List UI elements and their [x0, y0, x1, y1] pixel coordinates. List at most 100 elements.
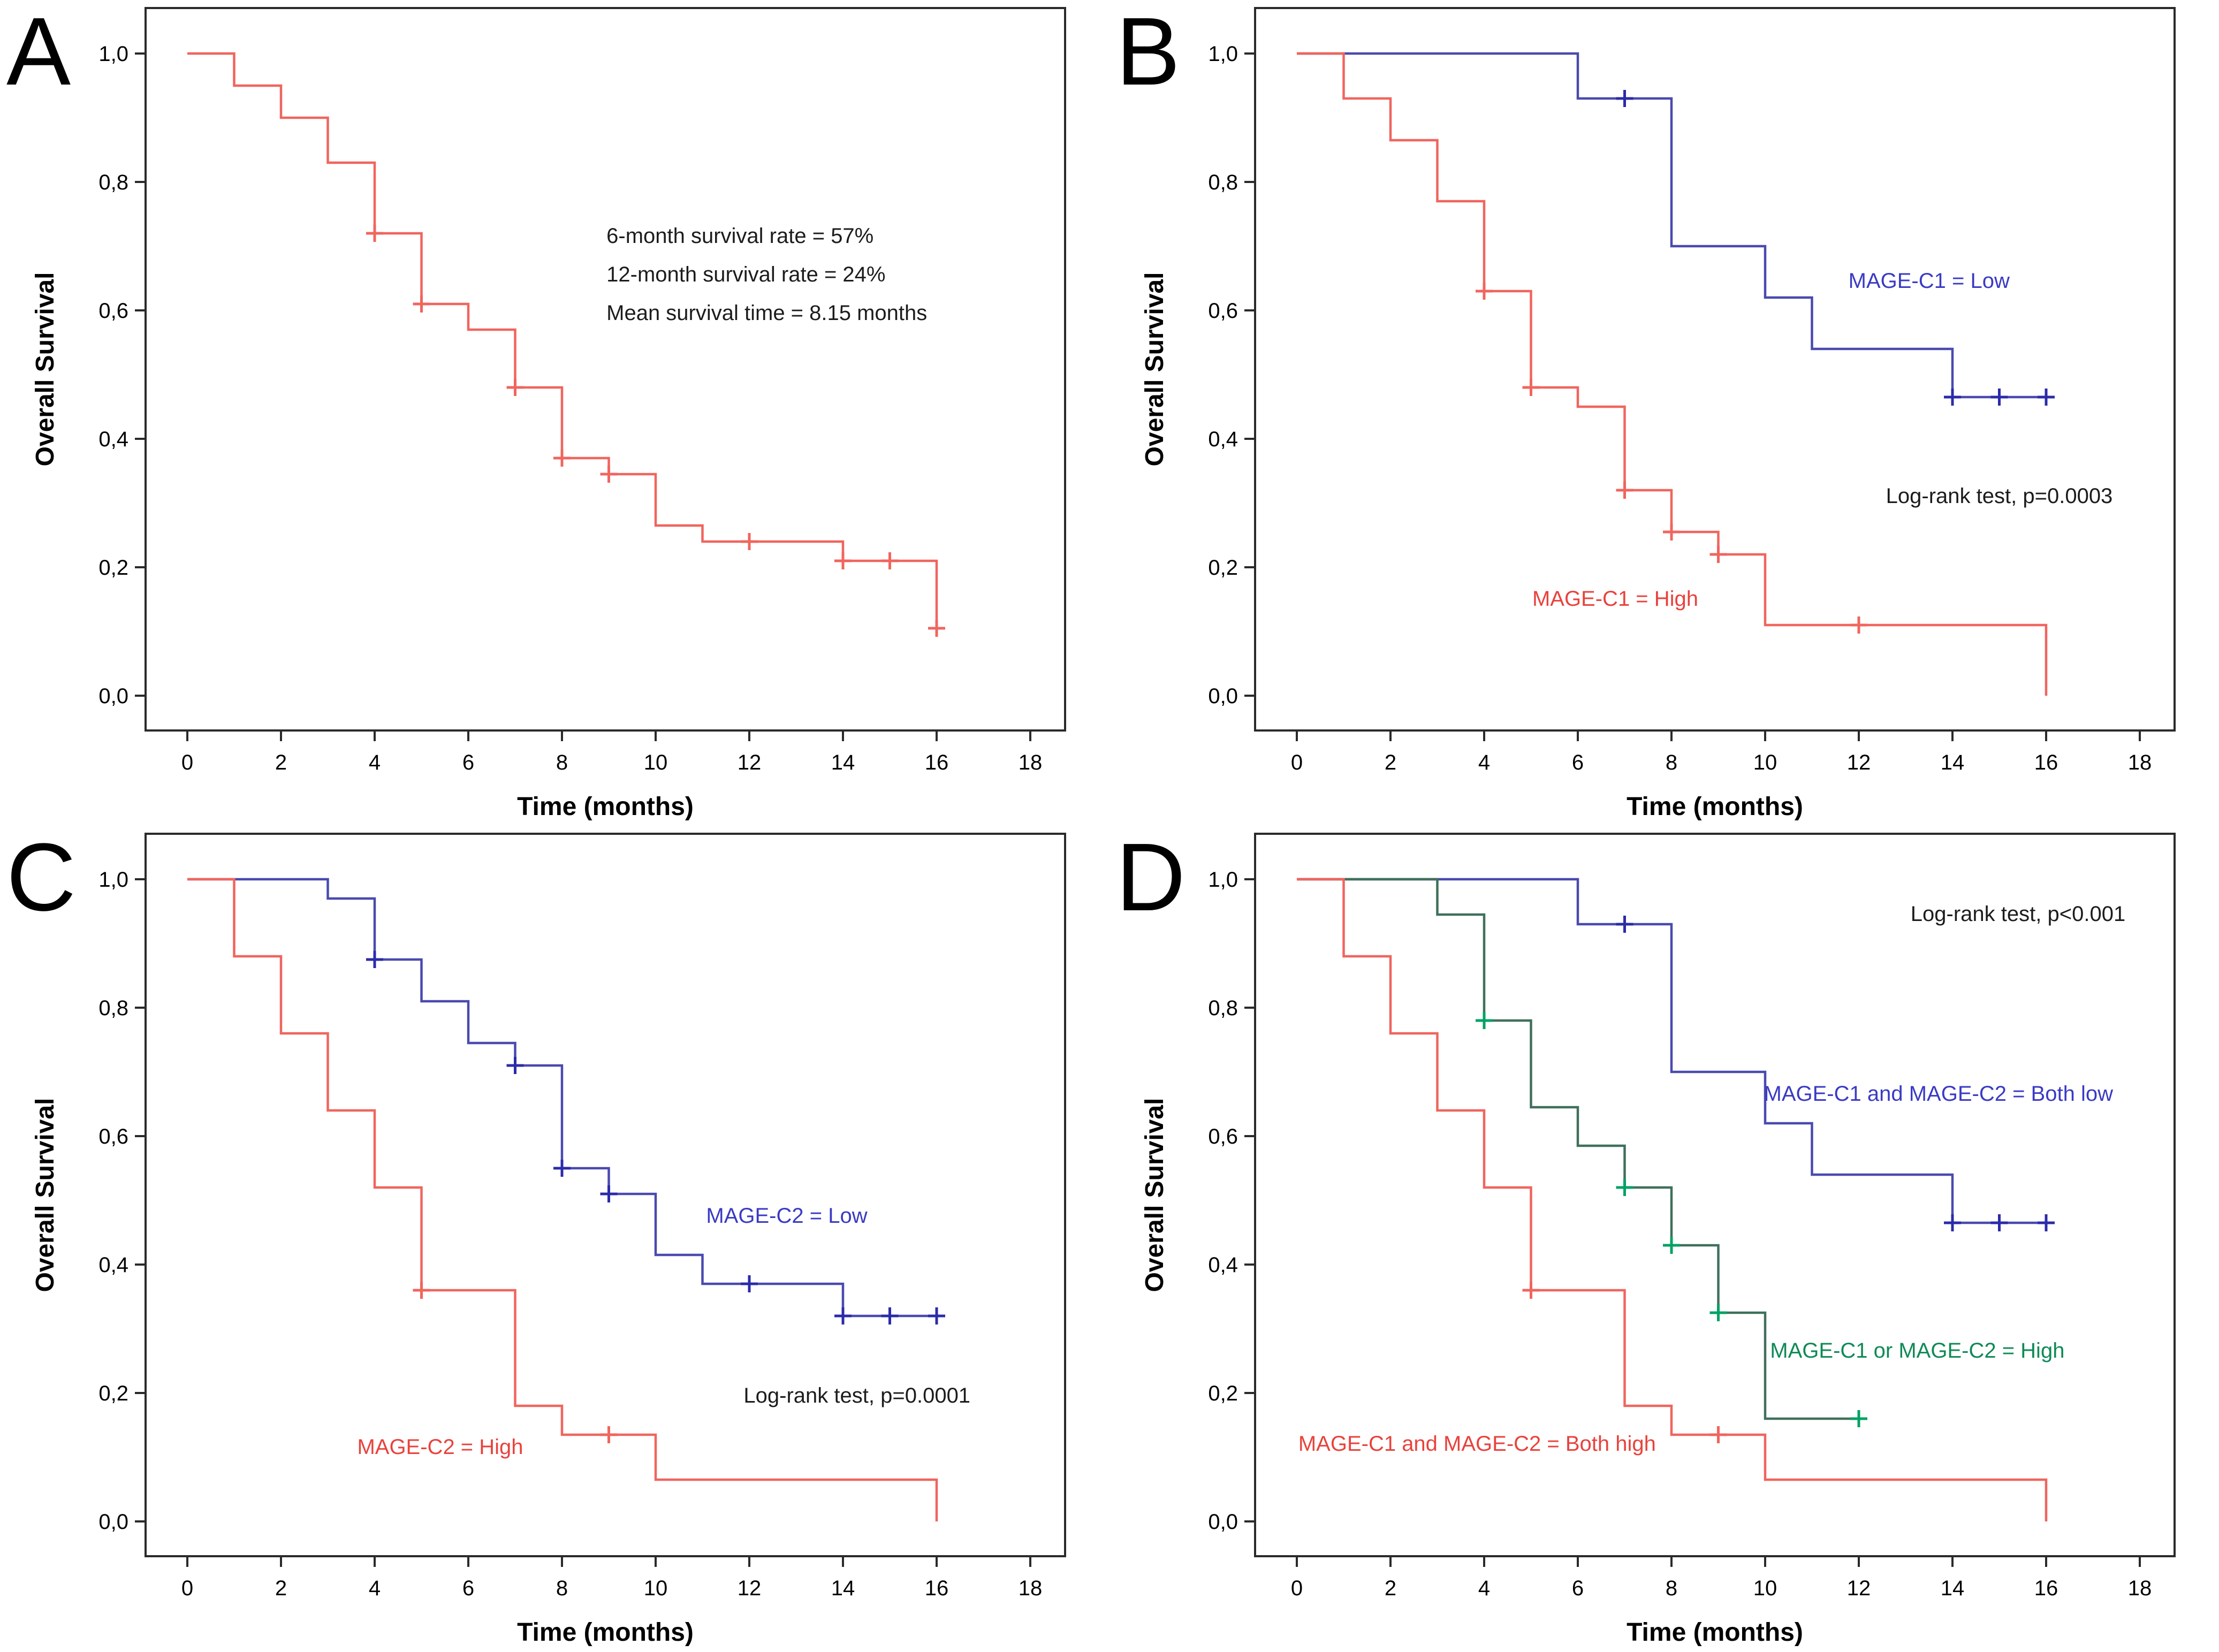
x-tick-label: 10	[644, 1577, 668, 1600]
y-tick-label: 0,4	[98, 1253, 128, 1277]
plot-box	[145, 7, 1066, 732]
x-tick-label: 0	[181, 1577, 193, 1600]
series-mage-c1-high-curve	[1297, 52, 2048, 696]
x-tick-label: 16	[925, 1577, 949, 1600]
series-mage-c1-or-mage-c2-high-curve	[1297, 878, 1859, 1420]
x-tick-label: 14	[831, 751, 855, 774]
y-tick-label: 0,0	[1208, 1510, 1238, 1534]
series-mage-c1-and-mage-c2-both-low-censors	[1616, 916, 2055, 1231]
x-tick-label: 14	[1941, 751, 1965, 774]
y-tick-label: 1,0	[98, 868, 128, 892]
x-tick-label: 10	[644, 751, 668, 774]
series-mage-c1-high-label: MAGE-C1 = High	[1532, 587, 1698, 611]
km-panel: 0 2 4 6 8 10 12 14 16 18 0,0 0,2 0,4 0,6 0,8 1,0 Time (m…	[0, 0, 1110, 826]
x-tick-label: 10	[1753, 751, 1777, 774]
series-mage-c1-low-label: MAGE-C1 = Low	[1849, 269, 2010, 293]
x-tick-label: 16	[2034, 751, 2058, 774]
series-overall-survival-curve	[187, 52, 938, 628]
x-tick-label: 4	[1478, 1577, 1490, 1600]
panel-letter: D	[1116, 824, 1186, 931]
x-tick-label: 6	[462, 1577, 474, 1600]
x-tick-label: 16	[925, 751, 949, 774]
y-tick-label: 0,0	[98, 1510, 128, 1534]
y-tick-label: 0,8	[1208, 996, 1238, 1020]
x-tick-label: 18	[2128, 1577, 2152, 1600]
x-tick-label: 0	[1291, 1577, 1303, 1600]
plot-box	[1254, 833, 2176, 1557]
x-tick-label: 4	[369, 751, 381, 774]
x-tick-label: 14	[831, 1577, 855, 1600]
annotation-text: Log-rank test, p=0.0001	[743, 1384, 970, 1407]
y-axis-title: Overall Survival	[1141, 272, 1169, 467]
y-tick-label: 0,0	[1208, 684, 1238, 708]
x-tick-label: 4	[369, 1577, 381, 1600]
x-tick-label: 8	[1666, 1577, 1677, 1600]
series-mage-c1-and-mage-c2-both-low-curve	[1297, 878, 2046, 1224]
y-tick-label: 0,4	[98, 428, 128, 451]
x-tick-label: 10	[1753, 1577, 1777, 1600]
y-tick-label: 0,0	[98, 684, 128, 708]
x-tick-label: 2	[275, 751, 287, 774]
km-plot: 0 2 4 6 8 10 12 14 16 18 0,0 0,2 0,4 0,6 0,8 1,0 Time (m…	[31, 7, 1066, 821]
panel-letter: C	[6, 824, 76, 931]
series-mage-c1-high-censors	[1476, 283, 1867, 634]
annotation-text: 12-month survival rate = 24%	[606, 263, 885, 286]
y-tick-label: 1,0	[1208, 868, 1238, 892]
panel-letter: B	[1116, 0, 1181, 105]
y-tick-label: 0,6	[1208, 1125, 1238, 1148]
y-axis-title: Overall Survival	[1141, 1098, 1169, 1292]
y-tick-label: 1,0	[1208, 42, 1238, 66]
series-overall-survival-censors	[366, 225, 945, 637]
x-axis-title: Time (months)	[1627, 793, 1803, 821]
x-tick-label: 6	[1572, 1577, 1584, 1600]
x-tick-label: 8	[556, 751, 568, 774]
series-mage-c1-and-mage-c2-both-high-curve	[1297, 878, 2048, 1521]
series-mage-c2-low-curve	[187, 878, 937, 1318]
series-mage-c1-low-censors	[1616, 90, 2055, 406]
x-tick-label: 18	[1019, 1577, 1043, 1600]
series-mage-c2-low-censors	[366, 951, 945, 1324]
km-panel: 0 2 4 6 8 10 12 14 16 18 0,0 0,2 0,4 0,6 0,8 1,0 Time (m…	[0, 826, 1110, 1651]
x-tick-label: 0	[181, 751, 193, 774]
x-tick-label: 18	[2128, 751, 2152, 774]
x-axis-title: Time (months)	[517, 1618, 694, 1647]
x-tick-label: 6	[462, 751, 474, 774]
km-panel: 0 2 4 6 8 10 12 14 16 18 0,0 0,2 0,4 0,6 0,8 1,0 Time (m…	[1110, 826, 2219, 1651]
series-mage-c2-high-label: MAGE-C2 = High	[357, 1435, 523, 1459]
x-tick-label: 8	[556, 1577, 568, 1600]
x-tick-label: 2	[1385, 751, 1396, 774]
series-mage-c2-low-label: MAGE-C2 = Low	[706, 1204, 867, 1228]
series-mage-c1-or-mage-c2-high-label: MAGE-C1 or MAGE-C2 = High	[1770, 1339, 2064, 1362]
y-tick-label: 1,0	[98, 42, 128, 66]
x-axis-title: Time (months)	[1627, 1618, 1803, 1647]
series-mage-c1-and-mage-c2-both-high-censors	[1522, 1282, 1727, 1443]
annotation-text: Log-rank test, p=0.0003	[1886, 484, 2113, 508]
y-tick-label: 0,2	[98, 556, 128, 580]
annotation-text: 6-month survival rate = 57%	[606, 224, 873, 248]
y-tick-label: 0,6	[98, 299, 128, 323]
y-tick-label: 0,4	[1208, 1253, 1238, 1277]
series-mage-c1-low-curve	[1297, 52, 2046, 399]
y-tick-label: 0,8	[98, 996, 128, 1020]
series-mage-c1-or-mage-c2-high-censors	[1476, 1012, 1867, 1427]
annotation-text: Mean survival time = 8.15 months	[606, 301, 927, 325]
x-tick-label: 12	[1847, 751, 1871, 774]
plot-box	[145, 833, 1066, 1557]
series-mage-c2-high-censors	[413, 1282, 618, 1443]
x-tick-label: 16	[2034, 1577, 2058, 1600]
series-mage-c2-high-curve	[187, 878, 938, 1521]
x-tick-label: 8	[1666, 751, 1677, 774]
km-plot: 0 2 4 6 8 10 12 14 16 18 0,0 0,2 0,4 0,6 0,8 1,0 Time (m…	[1141, 833, 2176, 1647]
series-mage-c1-and-mage-c2-both-low-label: MAGE-C1 and MAGE-C2 = Both low	[1764, 1082, 2114, 1106]
series-mage-c1-and-mage-c2-both-high-label: MAGE-C1 and MAGE-C2 = Both high	[1298, 1432, 1656, 1456]
x-axis-title: Time (months)	[517, 793, 694, 821]
x-tick-label: 2	[275, 1577, 287, 1600]
y-tick-label: 0,4	[1208, 428, 1238, 451]
km-plot: 0 2 4 6 8 10 12 14 16 18 0,0 0,2 0,4 0,6 0,8 1,0 Time (m…	[31, 833, 1066, 1647]
y-axis-title: Overall Survival	[31, 272, 59, 467]
y-tick-label: 0,2	[1208, 1382, 1238, 1405]
y-tick-label: 0,8	[1208, 171, 1238, 194]
y-axis-title: Overall Survival	[31, 1098, 59, 1292]
x-tick-label: 12	[1847, 1577, 1871, 1600]
